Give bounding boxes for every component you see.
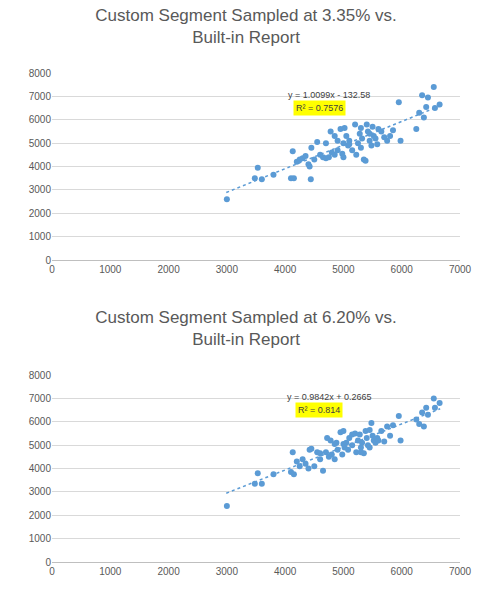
svg-text:2000: 2000 (29, 510, 52, 521)
svg-text:6000: 6000 (29, 416, 52, 427)
svg-text:0: 0 (45, 255, 51, 266)
svg-text:6000: 6000 (391, 264, 414, 275)
svg-text:5000: 5000 (29, 138, 52, 149)
svg-text:2000: 2000 (29, 208, 52, 219)
svg-text:6000: 6000 (29, 114, 52, 125)
svg-text:2000: 2000 (157, 566, 180, 577)
svg-text:8000: 8000 (29, 68, 52, 79)
svg-text:4000: 4000 (29, 161, 52, 172)
svg-text:4000: 4000 (274, 566, 297, 577)
svg-text:3000: 3000 (216, 264, 239, 275)
svg-text:3000: 3000 (29, 486, 52, 497)
svg-text:y = 0.9842x + 0.2665: y = 0.9842x + 0.2665 (287, 392, 372, 402)
svg-text:7000: 7000 (449, 264, 472, 275)
svg-text:4000: 4000 (29, 463, 52, 474)
svg-text:Custom Segment Sampled at 6.20: Custom Segment Sampled at 6.20% vs.Built… (95, 308, 396, 349)
svg-text:0: 0 (49, 264, 55, 275)
svg-text:3000: 3000 (216, 566, 239, 577)
svg-text:y = 1.0099x - 132.58: y = 1.0099x - 132.58 (288, 90, 370, 100)
svg-text:1000: 1000 (99, 566, 122, 577)
svg-text:R² = 0.7576: R² = 0.7576 (296, 103, 343, 113)
svg-text:0: 0 (49, 566, 55, 577)
svg-text:0: 0 (45, 557, 51, 568)
svg-text:6000: 6000 (391, 566, 414, 577)
svg-text:5000: 5000 (332, 566, 355, 577)
svg-text:5000: 5000 (332, 264, 355, 275)
svg-text:Custom Segment Sampled at 3.35: Custom Segment Sampled at 3.35% vs.Built… (95, 6, 396, 47)
svg-text:4000: 4000 (274, 264, 297, 275)
svg-text:R² = 0.814: R² = 0.814 (298, 405, 340, 415)
svg-text:2000: 2000 (157, 264, 180, 275)
svg-text:7000: 7000 (29, 91, 52, 102)
svg-text:8000: 8000 (29, 370, 52, 381)
svg-text:7000: 7000 (449, 566, 472, 577)
svg-text:7000: 7000 (29, 393, 52, 404)
svg-text:1000: 1000 (99, 264, 122, 275)
svg-text:5000: 5000 (29, 440, 52, 451)
svg-text:1000: 1000 (29, 533, 52, 544)
svg-text:3000: 3000 (29, 184, 52, 195)
svg-text:1000: 1000 (29, 231, 52, 242)
